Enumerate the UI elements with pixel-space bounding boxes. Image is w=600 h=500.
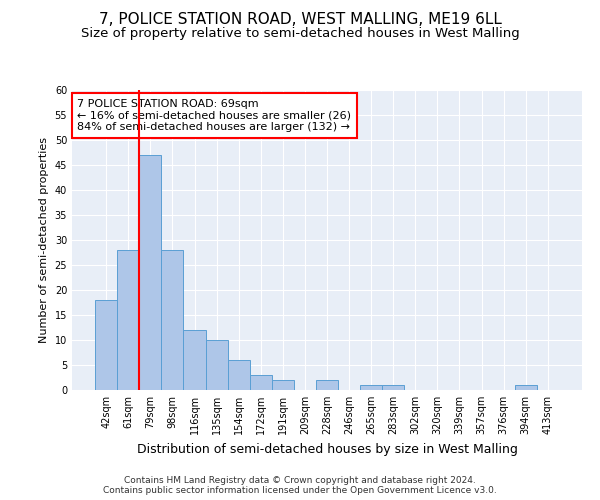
Y-axis label: Number of semi-detached properties: Number of semi-detached properties (39, 137, 49, 343)
Text: Size of property relative to semi-detached houses in West Malling: Size of property relative to semi-detach… (80, 28, 520, 40)
Bar (184, 330, 206, 390)
Bar (382, 385, 404, 390)
Text: 7 POLICE STATION ROAD: 69sqm
← 16% of semi-detached houses are smaller (26)
84% : 7 POLICE STATION ROAD: 69sqm ← 16% of se… (77, 99, 351, 132)
Bar (95, 300, 117, 390)
Bar (117, 250, 139, 390)
Bar (515, 385, 537, 390)
Bar (161, 250, 184, 390)
Text: Distribution of semi-detached houses by size in West Malling: Distribution of semi-detached houses by … (137, 442, 517, 456)
Bar (360, 385, 382, 390)
Text: 7, POLICE STATION ROAD, WEST MALLING, ME19 6LL: 7, POLICE STATION ROAD, WEST MALLING, ME… (98, 12, 502, 28)
Bar (227, 360, 250, 390)
Text: Contains HM Land Registry data © Crown copyright and database right 2024.
Contai: Contains HM Land Registry data © Crown c… (103, 476, 497, 495)
Bar (272, 380, 294, 390)
Bar (139, 155, 161, 390)
Bar (316, 380, 338, 390)
Bar (250, 375, 272, 390)
Bar (206, 340, 227, 390)
